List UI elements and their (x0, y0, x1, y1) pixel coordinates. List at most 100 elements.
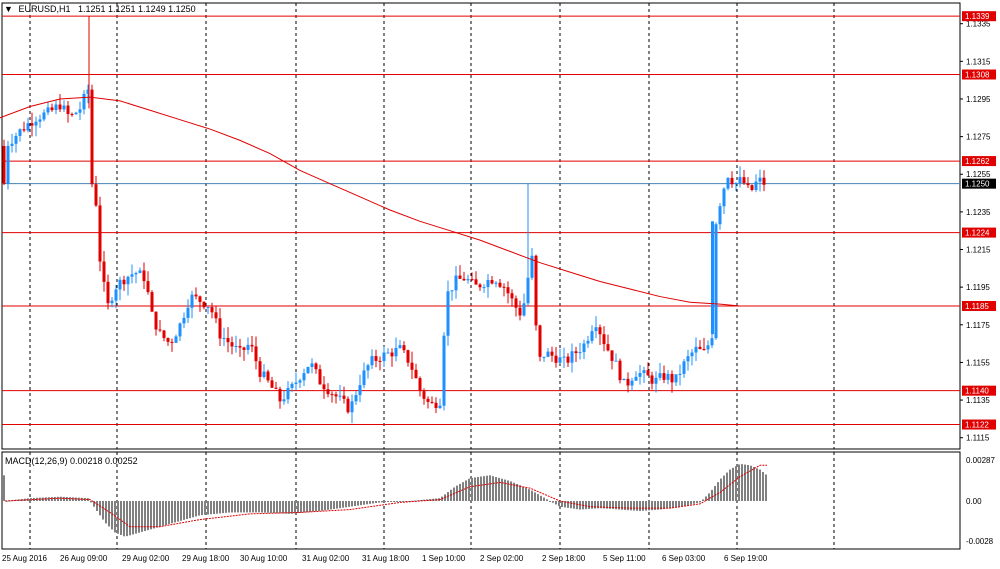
symbol-title: EURUSD,H1 (18, 4, 71, 14)
macd-histogram-bar (366, 501, 368, 505)
candle-body (38, 119, 42, 122)
candle-body (398, 345, 402, 348)
macd-histogram-bar (159, 501, 161, 527)
macd-histogram-bar (309, 501, 311, 512)
triangle-down-icon[interactable]: ▼ (4, 4, 13, 14)
macd-histogram-bar (42, 497, 44, 501)
candle-body (650, 375, 654, 384)
macd-histogram-bar (285, 501, 287, 514)
candle-body (162, 330, 166, 339)
candle-body (554, 355, 558, 363)
macd-histogram-bar (105, 501, 107, 524)
macd-histogram-bar (249, 501, 251, 513)
macd-histogram-bar (168, 501, 170, 525)
candle-body (418, 378, 422, 392)
macd-histogram-bar (156, 501, 158, 528)
candle-body (230, 342, 234, 347)
macd-histogram-bar (45, 497, 47, 501)
macd-histogram-bar (696, 501, 698, 504)
candle-body (382, 352, 386, 362)
candle-body (414, 369, 418, 379)
macd-histogram-bar (693, 501, 695, 504)
candle-body (450, 290, 454, 292)
candle-body (66, 105, 70, 114)
candle-body (478, 284, 482, 288)
macd-histogram-bar (507, 480, 509, 501)
macd-histogram-bar (591, 501, 593, 509)
macd-histogram-bar (384, 501, 386, 503)
candle-body (186, 307, 190, 318)
macd-histogram-bar (147, 501, 149, 531)
level-label: 1.1262 (962, 156, 996, 167)
candle-body (322, 384, 326, 390)
macd-histogram-bar (657, 501, 659, 510)
candle-body (114, 289, 118, 301)
candle-body (590, 331, 594, 341)
macd-histogram-bar (486, 475, 488, 501)
candle-body (218, 318, 222, 339)
candle-body (498, 282, 502, 287)
time-tick-label: 2 Sep 02:00 (480, 554, 524, 563)
macd-histogram-bar (612, 501, 614, 510)
macd-histogram-bar (231, 501, 233, 513)
macd-histogram-bar (525, 487, 527, 501)
candle-body (390, 352, 394, 357)
macd-histogram-bar (93, 501, 95, 507)
candle-body (522, 303, 526, 316)
macd-histogram-bar (627, 501, 629, 511)
candle-body (250, 344, 254, 347)
time-tick-label: 30 Aug 10:00 (240, 554, 288, 563)
macd-histogram-bar (567, 501, 569, 508)
macd-histogram-bar (18, 499, 20, 501)
candle-body (126, 276, 130, 285)
candle-body (550, 351, 554, 356)
macd-histogram-bar (300, 501, 302, 513)
candle-body (14, 135, 18, 144)
candle-body (610, 350, 614, 361)
macd-histogram-bar (678, 501, 680, 507)
candle-body (306, 366, 310, 374)
price-panel (0, 15, 960, 426)
candle-body (710, 338, 714, 346)
macd-histogram-bar (24, 498, 26, 501)
candle-body (486, 280, 490, 288)
candle-body (226, 337, 230, 343)
candle-body (674, 374, 678, 383)
candle-body (274, 387, 278, 389)
candle-body (562, 356, 566, 358)
macd-histogram-bar (96, 501, 98, 511)
macd-histogram-bar (324, 501, 326, 511)
grid-layer (1, 2, 961, 550)
candle-body (538, 325, 542, 357)
candle-body (578, 352, 582, 354)
candle-body (534, 255, 538, 326)
macd-histogram-bar (654, 501, 656, 510)
candle-body (378, 360, 382, 362)
candle-body (466, 279, 470, 281)
candle-body (242, 347, 246, 350)
candle-body (686, 356, 690, 362)
candle-body (634, 376, 638, 381)
macd-histogram-bar (672, 501, 674, 508)
macd-histogram-bar (690, 501, 692, 505)
macd-histogram-bar (57, 496, 59, 501)
macd-histogram-bar (99, 501, 101, 516)
macd-histogram-bar (471, 477, 473, 501)
time-tick-label: 2 Sep 18:00 (542, 554, 586, 563)
macd-histogram-bar (129, 501, 131, 536)
macd-histogram-bar (33, 497, 35, 501)
candle-body (586, 340, 590, 344)
macd-histogram-bar (747, 465, 749, 501)
candle-body (170, 341, 174, 343)
macd-histogram-bar (258, 501, 260, 513)
candle-body (74, 112, 78, 115)
macd-histogram-bar (453, 487, 455, 501)
candle-body (642, 370, 646, 374)
candle-body (374, 356, 378, 361)
candle-body (98, 205, 102, 262)
candle-body (494, 282, 498, 284)
macd-histogram-bar (111, 501, 113, 530)
candle-body (602, 334, 606, 345)
